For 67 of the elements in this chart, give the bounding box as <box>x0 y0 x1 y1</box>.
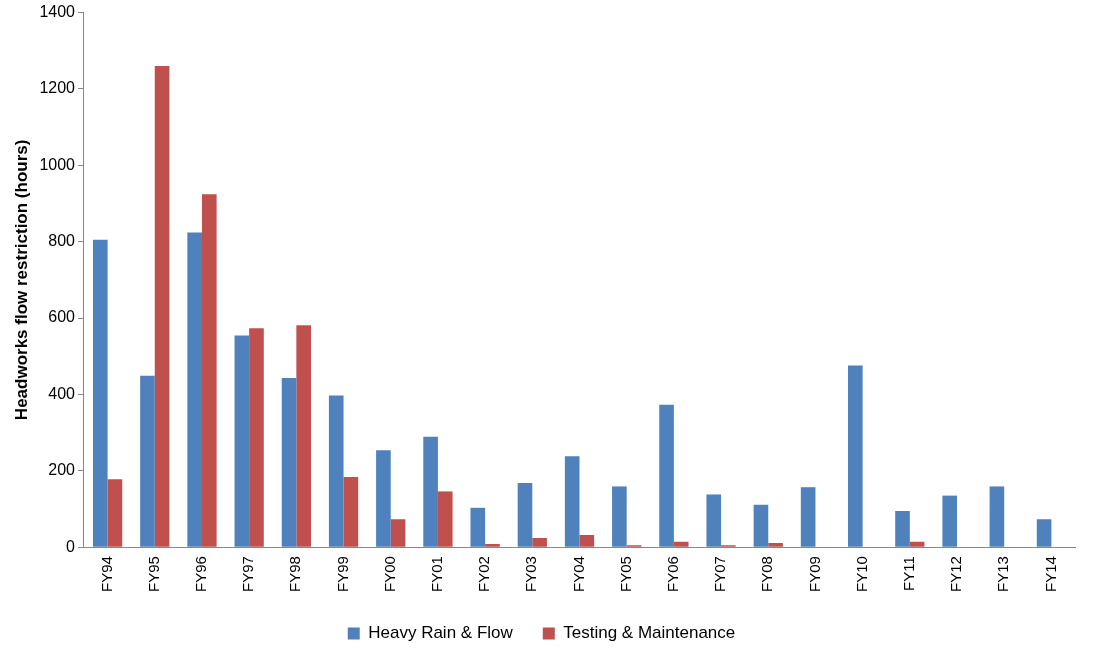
bar <box>517 483 533 547</box>
bar <box>390 519 406 547</box>
bar <box>579 534 595 547</box>
bar <box>423 436 438 547</box>
bar <box>234 335 250 547</box>
bar <box>296 325 311 547</box>
bar <box>376 450 391 547</box>
bar <box>659 404 674 547</box>
bar <box>768 542 783 547</box>
y-axis-title: Headworks flow restriction (hours) <box>11 139 31 421</box>
x-tick-label: FY00 <box>380 556 398 593</box>
bar <box>343 476 359 547</box>
y-tick-label: 0 <box>66 537 76 555</box>
bar <box>201 194 217 547</box>
y-tick-label: 800 <box>48 232 76 250</box>
bar <box>895 510 910 547</box>
x-tick-label: FY96 <box>192 556 210 593</box>
y-tick-label: 200 <box>48 461 76 479</box>
x-tick-label: FY11 <box>899 556 917 591</box>
bar <box>942 495 958 547</box>
y-tick-label: 1200 <box>39 79 76 97</box>
bar <box>800 487 816 547</box>
x-tick-label: FY07 <box>711 556 729 593</box>
bar <box>753 504 769 547</box>
bar <box>328 395 344 547</box>
x-tick-label: FY14 <box>1041 556 1059 593</box>
bar <box>281 378 297 547</box>
bar <box>107 479 123 547</box>
bar <box>470 507 486 547</box>
bar <box>249 328 264 547</box>
bar <box>612 486 627 547</box>
x-tick-label: FY04 <box>569 556 587 593</box>
x-tick-label: FY09 <box>805 556 823 593</box>
y-tick-label: 1000 <box>39 155 76 173</box>
bar <box>989 486 1005 547</box>
y-tick-label: 600 <box>48 308 76 326</box>
x-tick-label: FY99 <box>333 556 351 593</box>
bar <box>706 494 722 547</box>
bar <box>673 541 689 547</box>
x-tick-label: FY94 <box>97 556 115 593</box>
bar <box>154 66 170 547</box>
x-tick-label: FY02 <box>475 556 493 593</box>
x-tick-label: FY98 <box>286 556 304 593</box>
bar <box>92 239 108 547</box>
bar <box>909 541 925 547</box>
x-tick-label: FY13 <box>994 556 1012 593</box>
x-tick-label: FY12 <box>947 556 965 593</box>
y-tick-label: 1400 <box>39 3 76 21</box>
bar <box>532 537 547 547</box>
bar <box>848 365 863 547</box>
bar <box>140 375 155 547</box>
bar <box>564 456 580 547</box>
x-tick-label: FY05 <box>616 556 634 593</box>
x-tick-label: FY01 <box>428 556 446 593</box>
x-tick-label: FY08 <box>758 556 776 593</box>
x-tick-label: FY03 <box>522 556 540 593</box>
legend-label: Testing & Maintenance <box>563 623 736 643</box>
x-tick-label: FY06 <box>664 556 682 593</box>
x-tick-label: FY97 <box>239 556 257 593</box>
y-tick-label: 400 <box>48 384 76 402</box>
bar <box>485 544 500 547</box>
legend-label: Heavy Rain & Flow <box>368 623 514 643</box>
x-tick-label: FY95 <box>144 556 162 593</box>
bar <box>1036 519 1052 547</box>
x-tick-label: FY10 <box>852 556 870 593</box>
bar <box>437 491 453 547</box>
bar <box>187 232 202 547</box>
